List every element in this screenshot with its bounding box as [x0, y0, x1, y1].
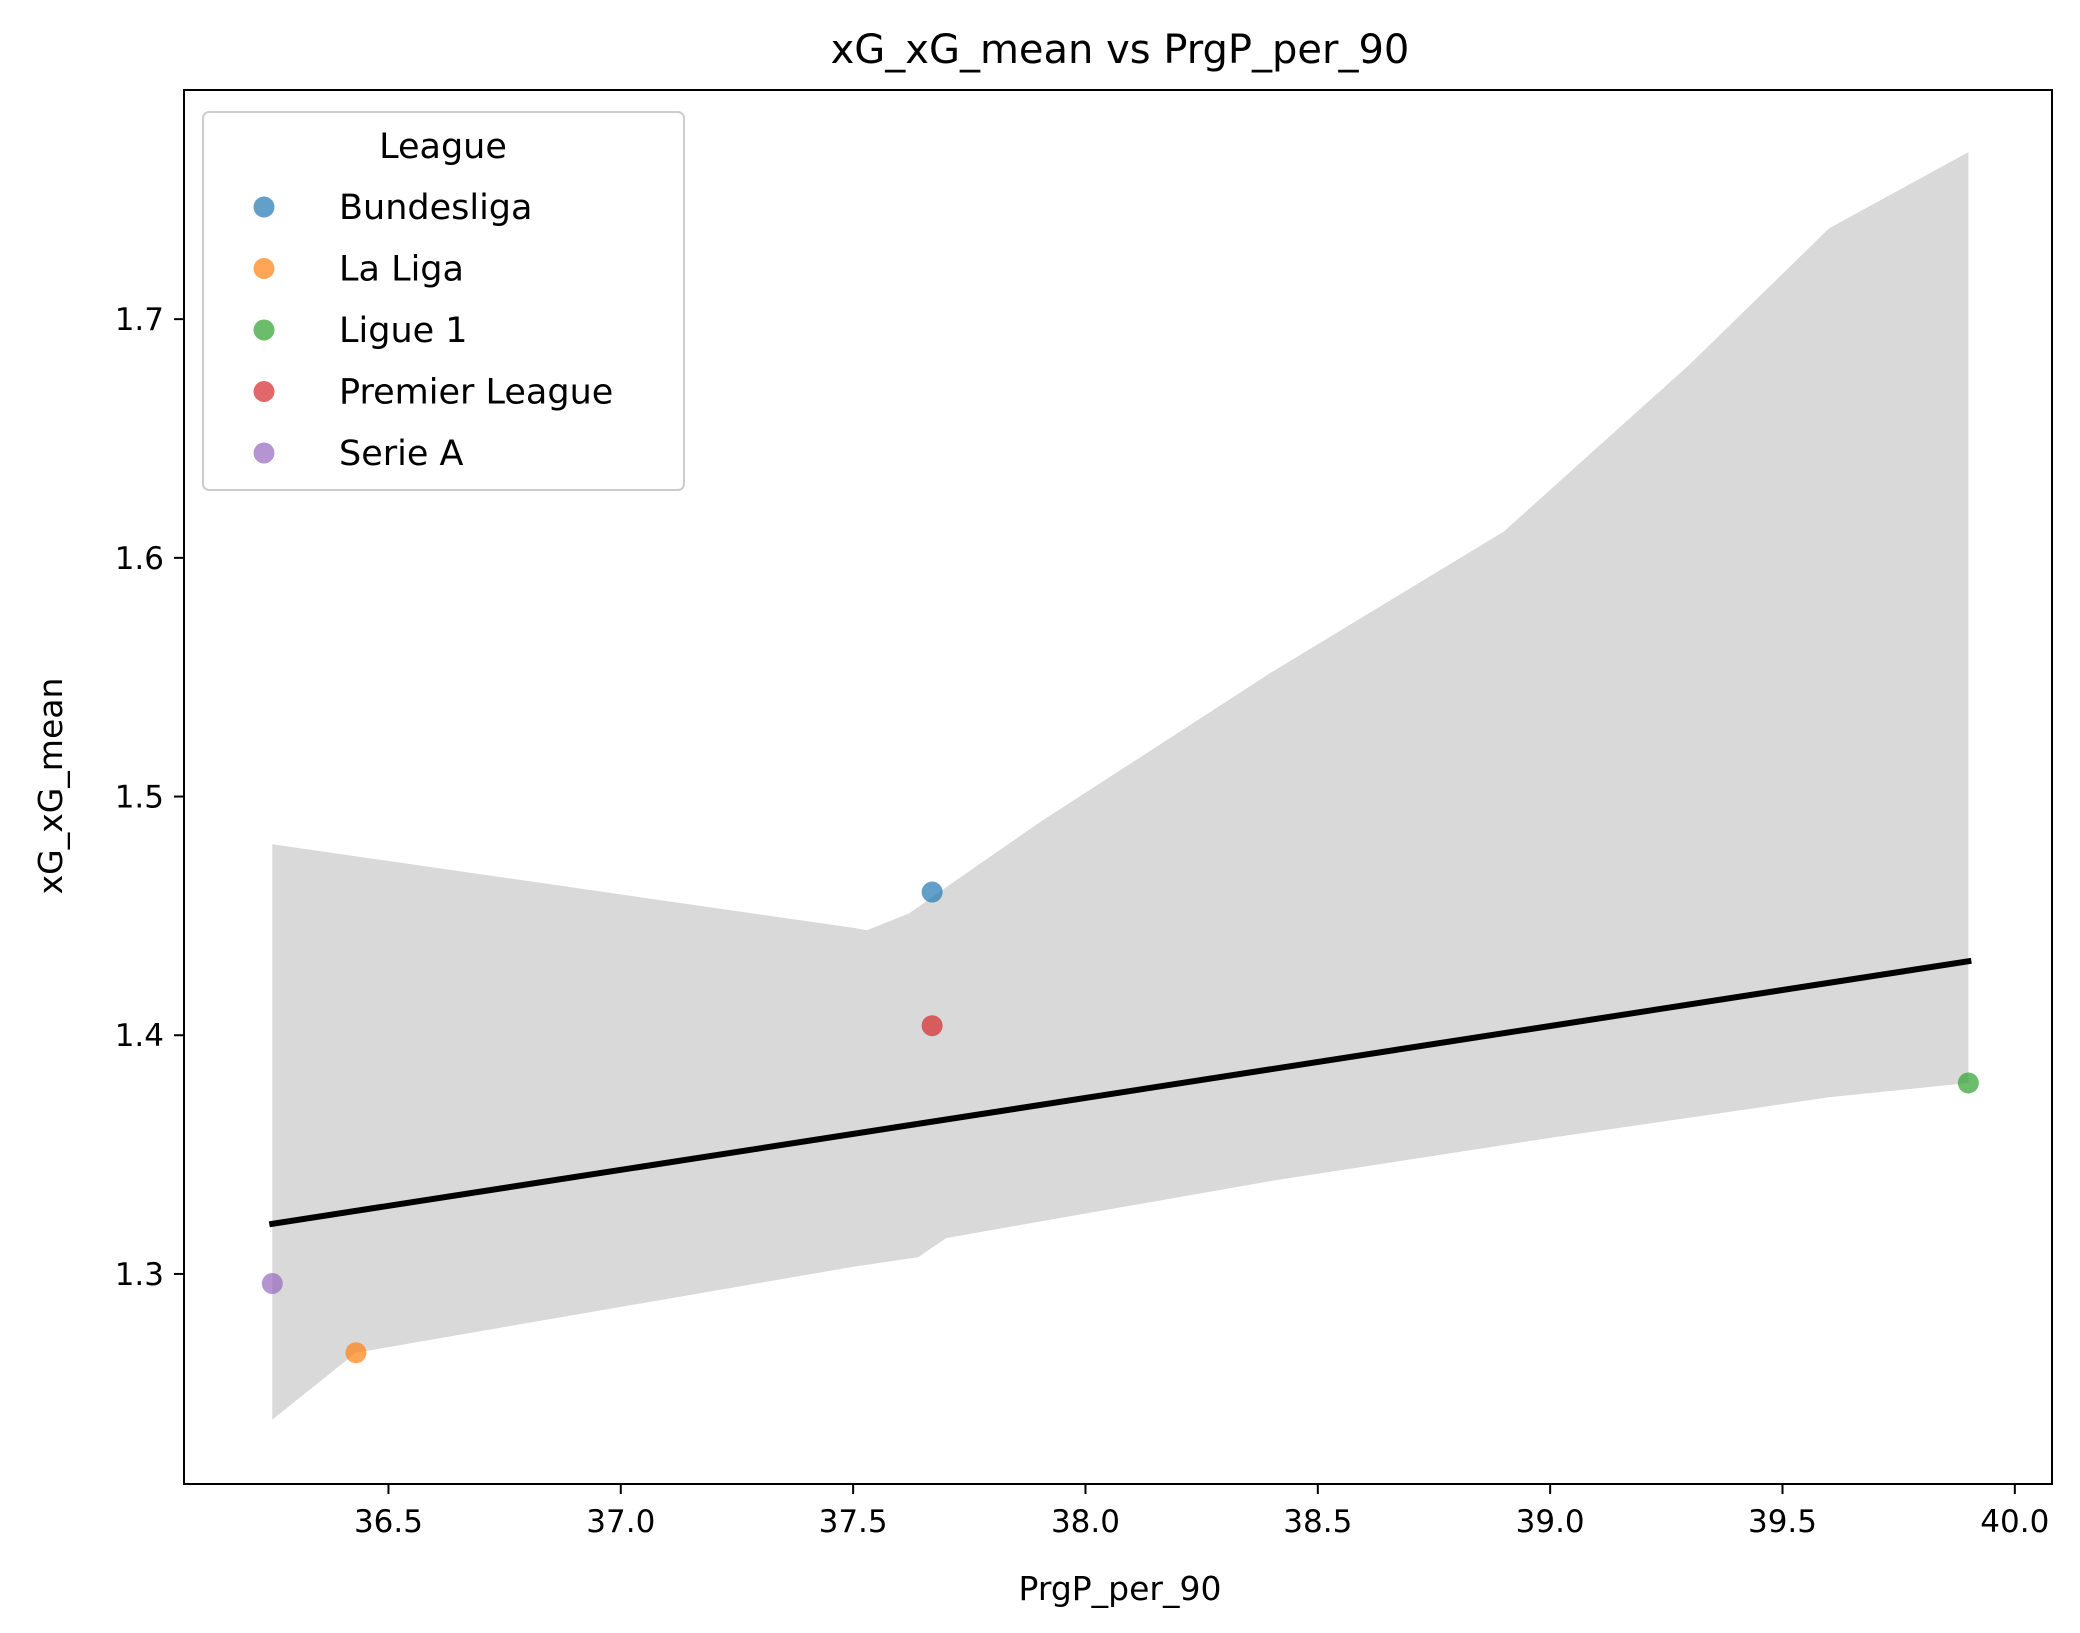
- x-tick-label: 39.5: [1748, 1504, 1817, 1540]
- legend-marker: [253, 196, 275, 218]
- y-tick-label: 1.5: [115, 780, 164, 816]
- legend-label: Bundesliga: [339, 188, 532, 228]
- x-tick-label: 36.5: [354, 1504, 423, 1540]
- point-serie-a: [261, 1272, 283, 1294]
- point-premier-league: [921, 1015, 943, 1037]
- plot-frame: [183, 89, 2053, 1485]
- point-ligue-1: [1957, 1072, 1979, 1094]
- legend-label: Premier League: [339, 373, 613, 413]
- legend-box: [202, 111, 685, 491]
- x-tick-label: 38.5: [1283, 1504, 1352, 1540]
- chart-title: xG_xG_mean vs PrgP_per_90: [831, 27, 1410, 73]
- x-tick-label: 39.0: [1516, 1504, 1585, 1540]
- legend-label: Ligue 1: [339, 311, 468, 351]
- x-tick-label: 38.0: [1051, 1504, 1120, 1540]
- y-tick-label: 1.3: [115, 1257, 164, 1293]
- legend-label: La Liga: [339, 250, 464, 290]
- point-bundesliga: [921, 881, 943, 903]
- x-tick-label: 37.0: [586, 1504, 655, 1540]
- legend-label: Serie A: [339, 434, 464, 474]
- y-tick-label: 1.4: [115, 1018, 164, 1054]
- point-la-liga: [345, 1342, 367, 1364]
- x-axis-label: PrgP_per_90: [1019, 1569, 1222, 1608]
- confidence-band: [272, 152, 1969, 1420]
- x-tick-label: 40.0: [1980, 1504, 2049, 1540]
- legend-marker: [253, 258, 275, 279]
- regression-line: [268, 957, 1972, 1228]
- y-tick-label: 1.7: [115, 302, 164, 338]
- legend: League Bundesliga La Liga Ligue 1 Premier Le…: [202, 111, 685, 491]
- legend-title: League: [379, 127, 507, 167]
- plot-area: 36.5 37.0 37.5 38.0 38.5 39.0 39.5 40.0 1.3 1.4 1.…: [115, 89, 2053, 1540]
- x-tick-label: 37.5: [819, 1504, 888, 1540]
- legend-marker: [253, 442, 275, 464]
- legend-marker: [253, 319, 275, 341]
- y-tick-label: 1.6: [115, 541, 164, 577]
- y-axis-label: xG_xG_mean: [31, 678, 70, 895]
- legend-marker: [253, 381, 275, 402]
